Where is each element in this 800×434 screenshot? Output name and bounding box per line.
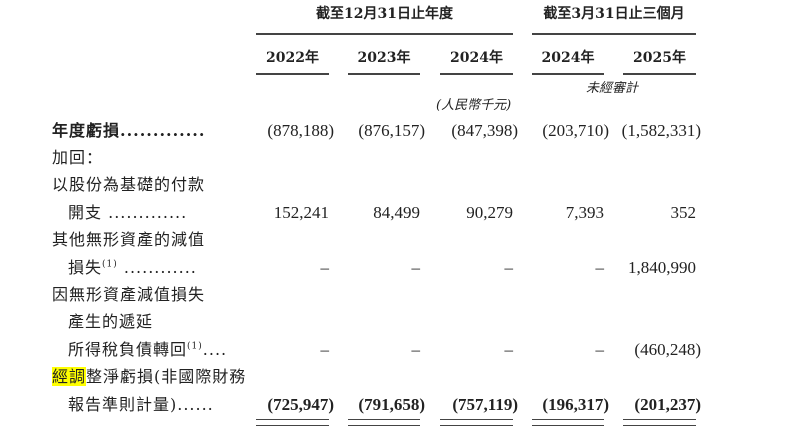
label-text: 產生的遞延 <box>68 312 154 331</box>
value-cell: 84,499 <box>373 203 420 222</box>
footnote-marker: (1) <box>187 341 203 352</box>
year-header: 2024年 <box>541 50 595 66</box>
divider <box>532 33 696 35</box>
row-label: 所得稅負債轉回(1).... <box>68 340 227 360</box>
value-cell: (460,248) <box>634 340 701 359</box>
leader-dots: ............ <box>117 258 197 277</box>
label-text: 加回： <box>52 148 104 167</box>
value-cell: 152,241 <box>273 203 329 222</box>
value-cell: (847,398) <box>451 121 518 140</box>
value-cell: – <box>320 340 330 359</box>
year-header: 2023年 <box>357 50 411 66</box>
value-cell: (725,947) <box>267 395 334 414</box>
label-text: 開支 <box>68 203 103 222</box>
leader-dots: .... <box>202 340 228 359</box>
value-cell: (201,237) <box>634 395 701 414</box>
label-text: 因無形資產減值損失 <box>52 285 206 304</box>
row-label: 開支 ............. <box>68 203 187 223</box>
row-label: 年度虧損............. <box>52 121 205 141</box>
double-underline <box>532 419 604 426</box>
value-cell: – <box>504 340 514 359</box>
unaudited-note: 未經審計 <box>586 81 639 96</box>
divider <box>256 33 513 35</box>
value-cell: 1,840,990 <box>628 258 696 277</box>
row-label: 因無形資產減值損失 <box>52 285 205 305</box>
label-text: 報告準則計量) <box>68 395 178 414</box>
year-underline <box>532 73 604 75</box>
value-cell: 7,393 <box>565 203 604 222</box>
row-label: 以股份為基礎的付款 <box>52 175 205 195</box>
label-text: 其他無形資產的減值 <box>52 230 206 249</box>
row-label: 其他無形資產的減值 <box>52 230 205 250</box>
double-underline <box>348 419 420 426</box>
row-label: 損失(1) ............ <box>68 258 197 278</box>
label-text: 損失 <box>68 258 103 277</box>
value-cell: (876,157) <box>358 121 425 140</box>
double-underline <box>440 419 513 426</box>
leader-dots: ...... <box>177 395 214 414</box>
label-text: 整淨虧損(非國際財務 <box>86 367 247 386</box>
double-underline <box>623 419 696 426</box>
value-cell: – <box>504 258 514 277</box>
header-group-year: 截至12月31日止年度 <box>316 6 453 22</box>
label-text: 所得稅負債轉回 <box>68 340 188 359</box>
year-header: 2024年 <box>450 50 503 66</box>
value-cell: (791,658) <box>358 395 425 414</box>
value-cell: (1,582,331) <box>621 121 701 140</box>
value-cell: (196,317) <box>542 395 609 414</box>
currency-note: (人民幣千元) <box>436 98 512 113</box>
value-cell: – <box>411 258 421 277</box>
row-label: 經調整淨虧損(非國際財務 <box>52 367 246 387</box>
value-cell: (203,710) <box>542 121 609 140</box>
highlighted-text: 經調 <box>52 367 87 386</box>
value-cell: (757,119) <box>452 395 518 414</box>
leader-dots: ............. <box>102 203 188 222</box>
value-cell: – <box>320 258 330 277</box>
header-group-quarter: 截至3月31日止三個月 <box>543 6 685 22</box>
year-header: 2022年 <box>266 50 319 66</box>
leader-dots: ............. <box>120 121 206 140</box>
row-label: 加回： <box>52 148 103 168</box>
value-cell: – <box>595 258 605 277</box>
value-cell: – <box>595 340 605 359</box>
year-underline <box>623 73 696 75</box>
value-cell: 352 <box>670 203 697 222</box>
year-header: 2025年 <box>633 50 686 66</box>
value-cell: (878,188) <box>267 121 334 140</box>
row-label: 報告準則計量)...... <box>68 395 214 415</box>
footnote-marker: (1) <box>102 259 118 270</box>
label-text: 以股份為基礎的付款 <box>52 175 206 194</box>
value-cell: 90,279 <box>466 203 513 222</box>
value-cell: – <box>411 340 421 359</box>
row-label: 產生的遞延 <box>68 312 153 332</box>
year-underline <box>256 73 329 75</box>
year-underline <box>440 73 513 75</box>
double-underline <box>256 419 329 426</box>
label-text: 年度虧損 <box>52 121 121 140</box>
year-underline <box>348 73 420 75</box>
